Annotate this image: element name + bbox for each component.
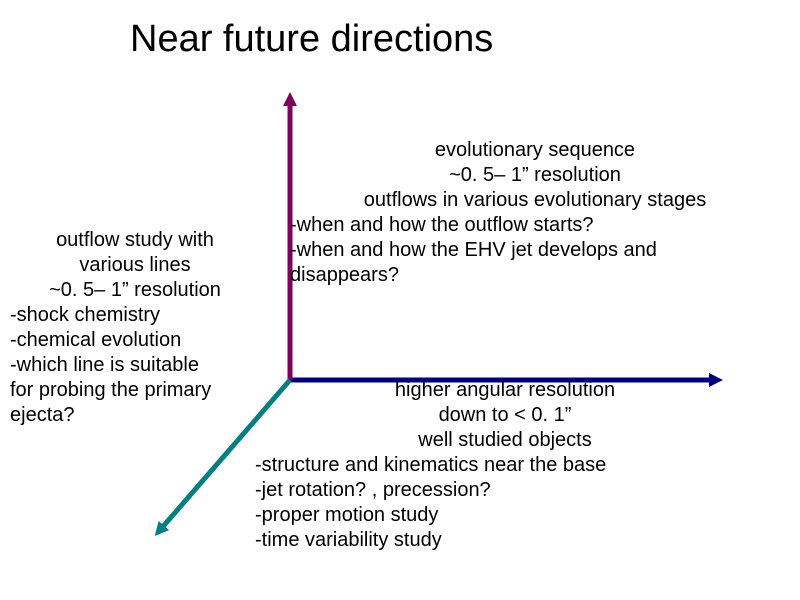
bottom-text-block: higher angular resolution down to < 0. 1… (255, 378, 755, 553)
left-l3: -which line is suitable (10, 353, 260, 378)
left-l5: ejecta? (10, 403, 260, 428)
bot-l1: -structure and kinematics near the base (255, 453, 755, 478)
bot-h2: down to < 0. 1” (255, 403, 755, 428)
top-l1: -when and how the outflow starts? (290, 213, 780, 238)
top-h2: ~0. 5– 1” resolution (290, 163, 780, 188)
bot-l2: -jet rotation? , precession? (255, 478, 755, 503)
left-l2: -chemical evolution (10, 328, 260, 353)
bot-l4: -time variability study (255, 528, 755, 553)
left-h1: outflow study with (10, 228, 260, 253)
bot-h1: higher angular resolution (255, 378, 755, 403)
top-h3: outflows in various evolutionary stages (290, 188, 780, 213)
left-h2: various lines (10, 253, 260, 278)
left-text-block: outflow study with various lines ~0. 5– … (10, 228, 260, 428)
left-l4: for probing the primary (10, 378, 260, 403)
top-l3: disappears? (290, 263, 780, 288)
bot-l3: -proper motion study (255, 503, 755, 528)
top-l2: -when and how the EHV jet develops and (290, 238, 780, 263)
top-h1: evolutionary sequence (290, 138, 780, 163)
top-text-block: evolutionary sequence ~0. 5– 1” resoluti… (290, 138, 780, 288)
left-l1: -shock chemistry (10, 303, 260, 328)
left-h3: ~0. 5– 1” resolution (10, 278, 260, 303)
bot-h3: well studied objects (255, 428, 755, 453)
